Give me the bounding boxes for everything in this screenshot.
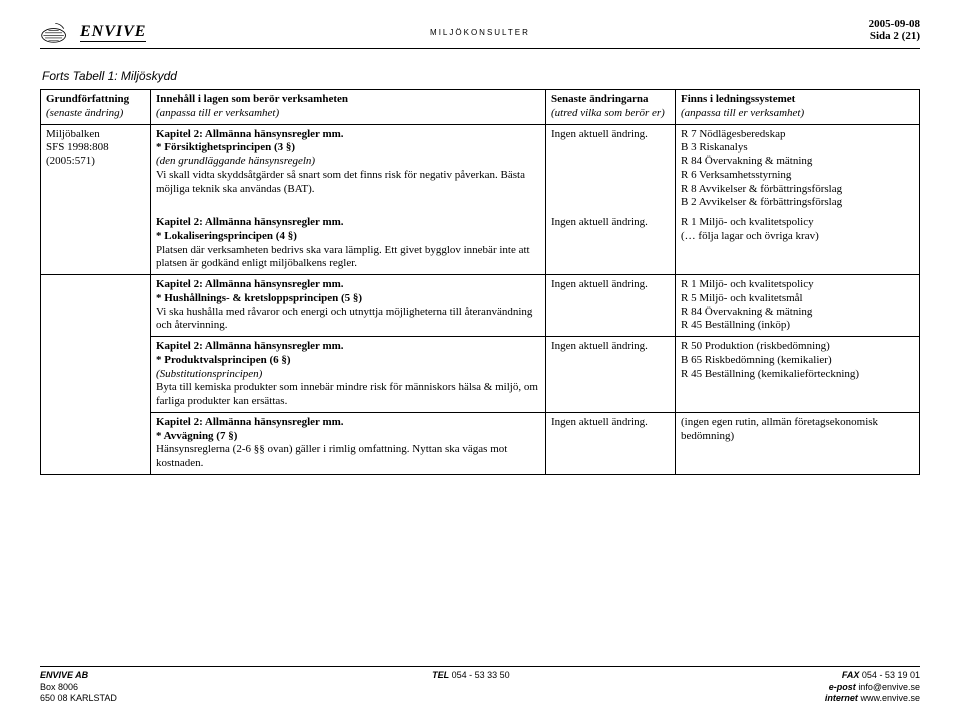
footer-fax-label: FAX bbox=[842, 670, 860, 680]
cell-law-ref-cont bbox=[41, 275, 151, 337]
th-col2-sub: (anpassa till er verksamhet) bbox=[156, 107, 540, 121]
footer-web-label: internet bbox=[825, 693, 858, 703]
chapter-title: Kapitel 2: Allmänna hänsynsregler mm. bbox=[156, 416, 540, 430]
cell-change: Ingen aktuell ändring. bbox=[546, 337, 676, 413]
sys-line: R 45 Beställning (inköp) bbox=[681, 319, 914, 333]
cell-law-ref-cont bbox=[41, 337, 151, 413]
cell-system: (ingen egen rutin, allmän företagsekonom… bbox=[676, 412, 920, 474]
cell-content: Kapitel 2: Allmänna hänsynsregler mm. * … bbox=[151, 337, 546, 413]
th-col4-title: Finns i ledningssystemet bbox=[681, 93, 795, 105]
cell-law-ref: Miljöbalken SFS 1998:808 (2005:571) bbox=[41, 124, 151, 213]
header-right: 2005-09-08 Sida 2 (21) bbox=[627, 18, 920, 42]
th-col3-title: Senaste ändringarna bbox=[551, 93, 649, 105]
table-row: Kapitel 2: Allmänna hänsynsregler mm. * … bbox=[41, 213, 920, 275]
company-name: ENVIVE bbox=[80, 23, 146, 42]
principle-name: * Produktvalsprincipen (6 §) bbox=[156, 354, 540, 368]
table-row: Kapitel 2: Allmänna hänsynsregler mm. * … bbox=[41, 275, 920, 337]
table-row: Kapitel 2: Allmänna hänsynsregler mm. * … bbox=[41, 337, 920, 413]
principle-desc: Byta till kemiska produkter som innebär … bbox=[156, 381, 540, 409]
cell-content: Kapitel 2: Allmänna hänsynsregler mm. * … bbox=[151, 275, 546, 337]
footer-tel: 054 - 53 33 50 bbox=[452, 670, 510, 680]
th-col3-sub: (utred vilka som berör er) bbox=[551, 107, 670, 121]
th-col1: Grundförfattning (senaste ändring) bbox=[41, 90, 151, 125]
sys-line: R 45 Beställning (kemikalieförteckning) bbox=[681, 368, 914, 382]
th-col4-sub: (anpassa till er verksamhet) bbox=[681, 107, 914, 121]
principle-desc: Platsen där verksamheten bedrivs ska var… bbox=[156, 244, 540, 272]
footer-box: Box 8006 bbox=[40, 682, 117, 694]
sys-line: B 3 Riskanalys bbox=[681, 141, 914, 155]
header-center-label: MILJÖKONSULTER bbox=[333, 18, 626, 37]
footer-tel-label: TEL bbox=[432, 670, 449, 680]
law-amend: (2005:571) bbox=[46, 155, 145, 169]
footer-fax: 054 - 53 19 01 bbox=[862, 670, 920, 680]
cell-content: Kapitel 2: Allmänna hänsynsregler mm. * … bbox=[151, 412, 546, 474]
footer-left: ENVIVE AB Box 8006 650 08 KARLSTAD bbox=[40, 670, 117, 705]
cell-change: Ingen aktuell ändring. bbox=[546, 412, 676, 474]
footer-email: info@envive.se bbox=[858, 682, 920, 692]
footer-city: 650 08 KARLSTAD bbox=[40, 693, 117, 705]
footer-center: TEL 054 - 53 33 50 bbox=[432, 670, 510, 705]
cell-content: Kapitel 2: Allmänna hänsynsregler mm. * … bbox=[151, 213, 546, 275]
th-col4: Finns i ledningssystemet (anpassa till e… bbox=[676, 90, 920, 125]
law-name: Miljöbalken bbox=[46, 128, 145, 142]
principle-desc: Vi ska hushålla med råvaror och energi o… bbox=[156, 306, 540, 334]
page-header: ENVIVE MILJÖKONSULTER 2005-09-08 Sida 2 … bbox=[40, 18, 920, 49]
sys-line: R 8 Avvikelser & förbättringsförslag bbox=[681, 183, 914, 197]
logo-block: ENVIVE bbox=[40, 18, 333, 46]
principle-name: * Avvägning (7 §) bbox=[156, 430, 540, 444]
table-caption: Forts Tabell 1: Miljöskydd bbox=[42, 69, 920, 83]
sys-line: R 6 Verksamhetsstyrning bbox=[681, 169, 914, 183]
doc-page: Sida 2 (21) bbox=[627, 30, 920, 42]
table-row: Kapitel 2: Allmänna hänsynsregler mm. * … bbox=[41, 412, 920, 474]
cell-change: Ingen aktuell ändring. bbox=[546, 275, 676, 337]
principle-name: * Försiktighetsprincipen (3 §) bbox=[156, 141, 540, 155]
cell-change: Ingen aktuell ändring. bbox=[546, 124, 676, 213]
page-container: ENVIVE MILJÖKONSULTER 2005-09-08 Sida 2 … bbox=[0, 0, 960, 485]
th-col1-sub: (senaste ändring) bbox=[46, 107, 145, 121]
sys-line: R 84 Övervakning & mätning bbox=[681, 306, 914, 320]
cell-system: R 1 Miljö- och kvalitetspolicy R 5 Miljö… bbox=[676, 275, 920, 337]
th-col2-title: Innehåll i lagen som berör verksamheten bbox=[156, 93, 348, 105]
sys-line: (… följa lagar och övriga krav) bbox=[681, 230, 914, 244]
footer-company: ENVIVE AB bbox=[40, 670, 88, 680]
principle-desc: Hänsynsreglerna (2-6 §§ ovan) gäller i r… bbox=[156, 443, 540, 471]
cell-law-ref-cont bbox=[41, 412, 151, 474]
principle-name: * Hushållnings- & kretsloppsprincipen (5… bbox=[156, 292, 540, 306]
principle-sub: (den grundläggande hänsynsregeln) bbox=[156, 155, 540, 169]
sys-line: R 5 Miljö- och kvalitetsmål bbox=[681, 292, 914, 306]
sys-line: R 1 Miljö- och kvalitetspolicy bbox=[681, 216, 914, 230]
table-row: Miljöbalken SFS 1998:808 (2005:571) Kapi… bbox=[41, 124, 920, 213]
main-table: Grundförfattning (senaste ändring) Inneh… bbox=[40, 89, 920, 475]
principle-desc: Vi skall vidta skyddsåtgärder så snart s… bbox=[156, 169, 540, 197]
cell-system: R 1 Miljö- och kvalitetspolicy (… följa … bbox=[676, 213, 920, 275]
chapter-title: Kapitel 2: Allmänna hänsynsregler mm. bbox=[156, 278, 540, 292]
th-col3: Senaste ändringarna (utred vilka som ber… bbox=[546, 90, 676, 125]
chapter-title: Kapitel 2: Allmänna hänsynsregler mm. bbox=[156, 128, 540, 142]
sys-line: R 50 Produktion (riskbedömning) bbox=[681, 340, 914, 354]
cell-system: R 7 Nödlägesberedskap B 3 Riskanalys R 8… bbox=[676, 124, 920, 213]
footer-web: www.envive.se bbox=[860, 693, 920, 703]
principle-name: * Lokaliseringsprincipen (4 §) bbox=[156, 230, 540, 244]
page-footer: ENVIVE AB Box 8006 650 08 KARLSTAD TEL 0… bbox=[40, 666, 920, 705]
principle-sub: (Substitutionsprincipen) bbox=[156, 368, 540, 382]
chapter-title: Kapitel 2: Allmänna hänsynsregler mm. bbox=[156, 216, 540, 230]
table-header-row: Grundförfattning (senaste ändring) Inneh… bbox=[41, 90, 920, 125]
envive-logo-icon bbox=[40, 18, 74, 46]
sys-line: R 1 Miljö- och kvalitetspolicy bbox=[681, 278, 914, 292]
cell-system: R 50 Produktion (riskbedömning) B 65 Ris… bbox=[676, 337, 920, 413]
sys-line: R 84 Övervakning & mätning bbox=[681, 155, 914, 169]
th-col2: Innehåll i lagen som berör verksamheten … bbox=[151, 90, 546, 125]
th-col1-title: Grundförfattning bbox=[46, 93, 129, 105]
footer-email-label: e-post bbox=[829, 682, 856, 692]
sys-line: B 2 Avvikelser & förbättringsförslag bbox=[681, 196, 914, 210]
footer-right: FAX 054 - 53 19 01 e-post info@envive.se… bbox=[825, 670, 920, 705]
chapter-title: Kapitel 2: Allmänna hänsynsregler mm. bbox=[156, 340, 540, 354]
doc-date: 2005-09-08 bbox=[627, 18, 920, 30]
cell-law-ref-cont bbox=[41, 213, 151, 275]
law-sfs: SFS 1998:808 bbox=[46, 141, 145, 155]
sys-line: R 7 Nödlägesberedskap bbox=[681, 128, 914, 142]
sys-line: B 65 Riskbedömning (kemikalier) bbox=[681, 354, 914, 368]
cell-content: Kapitel 2: Allmänna hänsynsregler mm. * … bbox=[151, 124, 546, 213]
cell-change: Ingen aktuell ändring. bbox=[546, 213, 676, 275]
